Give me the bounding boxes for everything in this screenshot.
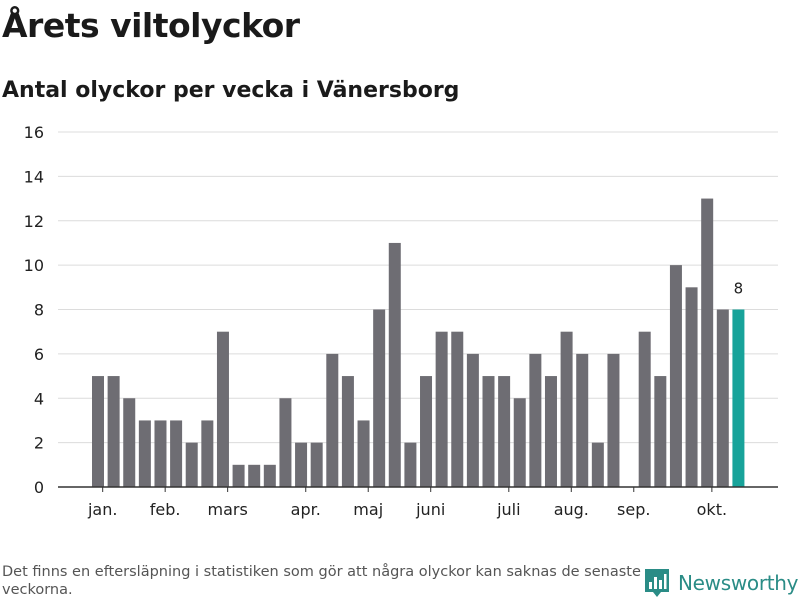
bar bbox=[685, 287, 698, 487]
bar bbox=[451, 331, 464, 487]
bar bbox=[669, 265, 682, 488]
x-tick-label: sep. bbox=[617, 500, 650, 519]
bar bbox=[591, 442, 604, 488]
x-tick-label: juli bbox=[496, 500, 520, 519]
y-tick-label: 6 bbox=[34, 345, 44, 364]
brand-name: Newsworthy bbox=[678, 571, 799, 595]
bar bbox=[279, 398, 292, 487]
x-tick-label: feb. bbox=[150, 500, 181, 519]
y-tick-label: 8 bbox=[34, 301, 44, 320]
chart-title: Årets viltolyckor bbox=[2, 6, 300, 45]
bar bbox=[92, 376, 104, 487]
bar bbox=[435, 331, 448, 487]
y-tick-label: 4 bbox=[34, 389, 44, 408]
bar bbox=[716, 309, 729, 487]
bar bbox=[654, 376, 667, 487]
x-tick-label: mars bbox=[207, 500, 247, 519]
highlight-value-label: 8 bbox=[734, 280, 744, 298]
bar bbox=[607, 353, 620, 488]
x-tick-label: apr. bbox=[291, 500, 321, 519]
newsworthy-logo-icon bbox=[645, 569, 669, 597]
bar bbox=[560, 331, 573, 487]
x-tick-label: juni bbox=[415, 500, 445, 519]
y-tick-label: 12 bbox=[24, 212, 44, 231]
bar bbox=[420, 376, 433, 487]
bar bbox=[216, 331, 229, 487]
y-tick-label: 10 bbox=[24, 256, 44, 275]
brand-logo: Newsworthy bbox=[644, 566, 799, 600]
y-tick-label: 14 bbox=[24, 167, 44, 186]
y-tick-label: 2 bbox=[34, 434, 44, 453]
x-tick-label: jan. bbox=[87, 500, 117, 519]
bar bbox=[201, 420, 214, 487]
bar-highlight bbox=[732, 309, 745, 487]
bar bbox=[263, 464, 276, 487]
gridlines bbox=[58, 131, 778, 444]
bar bbox=[513, 398, 526, 487]
x-tick-label: aug. bbox=[554, 500, 589, 519]
bar bbox=[404, 442, 417, 488]
y-tick-label: 16 bbox=[24, 123, 44, 142]
bar bbox=[138, 420, 151, 487]
x-tick-label: maj bbox=[353, 500, 383, 519]
bar bbox=[544, 376, 557, 487]
bar bbox=[498, 376, 511, 487]
x-tick-label: okt. bbox=[697, 500, 727, 519]
bar bbox=[232, 464, 245, 487]
bar bbox=[701, 198, 714, 487]
bar bbox=[638, 331, 651, 487]
bar bbox=[295, 442, 308, 488]
bar bbox=[373, 309, 386, 487]
bar bbox=[185, 442, 198, 488]
data-labels: 8 bbox=[734, 280, 744, 298]
bar bbox=[529, 353, 542, 488]
footnote: Det finns en eftersläpning i statistiken… bbox=[2, 564, 641, 598]
bar bbox=[170, 420, 183, 487]
bar bbox=[123, 398, 136, 487]
bar bbox=[107, 376, 120, 487]
bar bbox=[248, 464, 261, 487]
bar bbox=[576, 353, 589, 488]
y-tick-label: 0 bbox=[34, 478, 44, 497]
bars bbox=[92, 198, 745, 488]
bar bbox=[357, 420, 370, 487]
chart-subtitle: Antal olyckor per vecka i Vänersborg bbox=[2, 78, 460, 103]
bar bbox=[482, 376, 495, 487]
bar bbox=[388, 242, 401, 487]
bar bbox=[326, 353, 339, 488]
y-axis-ticks: 0 2 4 6 8 10 12 14 16 bbox=[24, 123, 44, 497]
bar bbox=[310, 442, 323, 488]
bar bbox=[154, 420, 167, 487]
bar-chart: 0 2 4 6 8 10 12 14 16 jan. feb. mars apr. maj juni jul… bbox=[24, 123, 778, 519]
bar bbox=[466, 353, 479, 488]
x-axis-month-labels: jan. feb. mars apr. maj juni juli aug. sep. okt. bbox=[87, 487, 727, 519]
bar bbox=[341, 376, 354, 487]
